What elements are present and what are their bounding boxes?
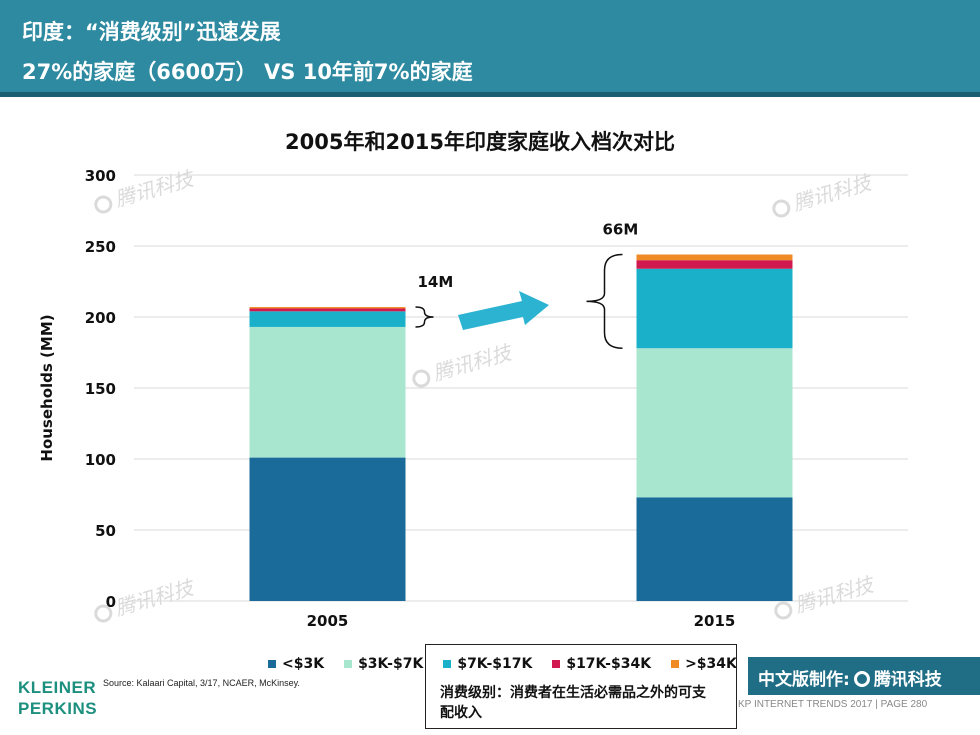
y-tick-label: 100 xyxy=(85,451,116,469)
legend-swatch xyxy=(671,660,680,668)
legend-swatch xyxy=(443,660,452,668)
definition-box xyxy=(425,644,737,729)
bar-segment xyxy=(249,326,406,458)
x-tick-label: 2015 xyxy=(694,612,736,630)
bar-segment xyxy=(636,260,793,269)
y-tick-label: 0 xyxy=(106,593,116,611)
legend-swatch xyxy=(268,660,276,668)
growth-arrow xyxy=(458,291,549,330)
page-footer: KP INTERNET TRENDS 2017 | PAGE 280 xyxy=(738,699,928,710)
legend-item: <$3K xyxy=(268,656,324,672)
legend-label: $3K-$7K xyxy=(358,656,424,672)
definition-text: 消费级别：消费者在生活必需品之外的可支配收入 xyxy=(440,685,706,721)
tencent-logo-icon xyxy=(853,671,870,687)
y-tick-label: 200 xyxy=(85,309,116,327)
legend-label: >$34K xyxy=(685,656,737,672)
legend-swatch xyxy=(552,660,561,668)
bar-segment xyxy=(249,311,406,327)
logo-line2: PERKINS xyxy=(18,699,98,718)
chart-legend: <$3K $3K-$7K $7K-$17K $17K-$34K >$34K xyxy=(268,656,757,672)
chart-title: 2005年和2015年印度家庭收入档次对比 xyxy=(285,130,675,154)
y-tick-label: 300 xyxy=(85,167,116,185)
bar-segment xyxy=(636,254,793,261)
bracket xyxy=(415,306,434,328)
y-tick-label: 250 xyxy=(85,238,116,256)
bracket xyxy=(586,253,623,349)
y-tick-label: 150 xyxy=(85,380,116,398)
header-bar xyxy=(0,0,980,92)
legend-item: $3K-$7K xyxy=(344,656,423,672)
bar-segment xyxy=(249,308,406,312)
legend-item: $17K-$34K xyxy=(552,656,651,672)
legend-item: $7K-$17K xyxy=(443,656,532,672)
bar-segment xyxy=(249,307,406,309)
y-axis-label: Households (MM) xyxy=(38,314,56,461)
annotation-label: 14M xyxy=(418,273,454,291)
y-tick-label: 50 xyxy=(95,522,116,540)
legend-label: $17K-$34K xyxy=(566,656,652,672)
legend-label: $7K-$17K xyxy=(457,656,533,672)
tencent-credit: 中文版制作: 腾讯科技 xyxy=(758,665,942,690)
legend-label: <$3K xyxy=(282,656,325,672)
tencent-brand: 腾讯科技 xyxy=(873,670,942,690)
legend-item: >$34K xyxy=(671,656,737,672)
legend-swatch xyxy=(344,660,353,668)
x-tick-label: 2005 xyxy=(307,612,349,630)
annotation-label: 66M xyxy=(603,221,639,239)
logo-line1: KLEINER xyxy=(18,678,97,697)
page-subtitle: 27%的家庭（6600万） VS 10年前7%的家庭 xyxy=(22,60,473,84)
bar-segment xyxy=(636,268,793,349)
source-note: Source: Kalaari Capital, 3/17, NCAER, Mc… xyxy=(103,678,300,688)
header-divider xyxy=(0,92,980,97)
bar-segment xyxy=(249,457,406,601)
kleiner-perkins-logo: KLEINER PERKINS xyxy=(18,677,97,719)
bar-segment xyxy=(636,497,793,601)
tencent-credit-label: 中文版制作: xyxy=(758,670,850,690)
bar-segment xyxy=(636,348,793,498)
page-title: 印度：“消费级别”迅速发展 xyxy=(22,20,281,44)
